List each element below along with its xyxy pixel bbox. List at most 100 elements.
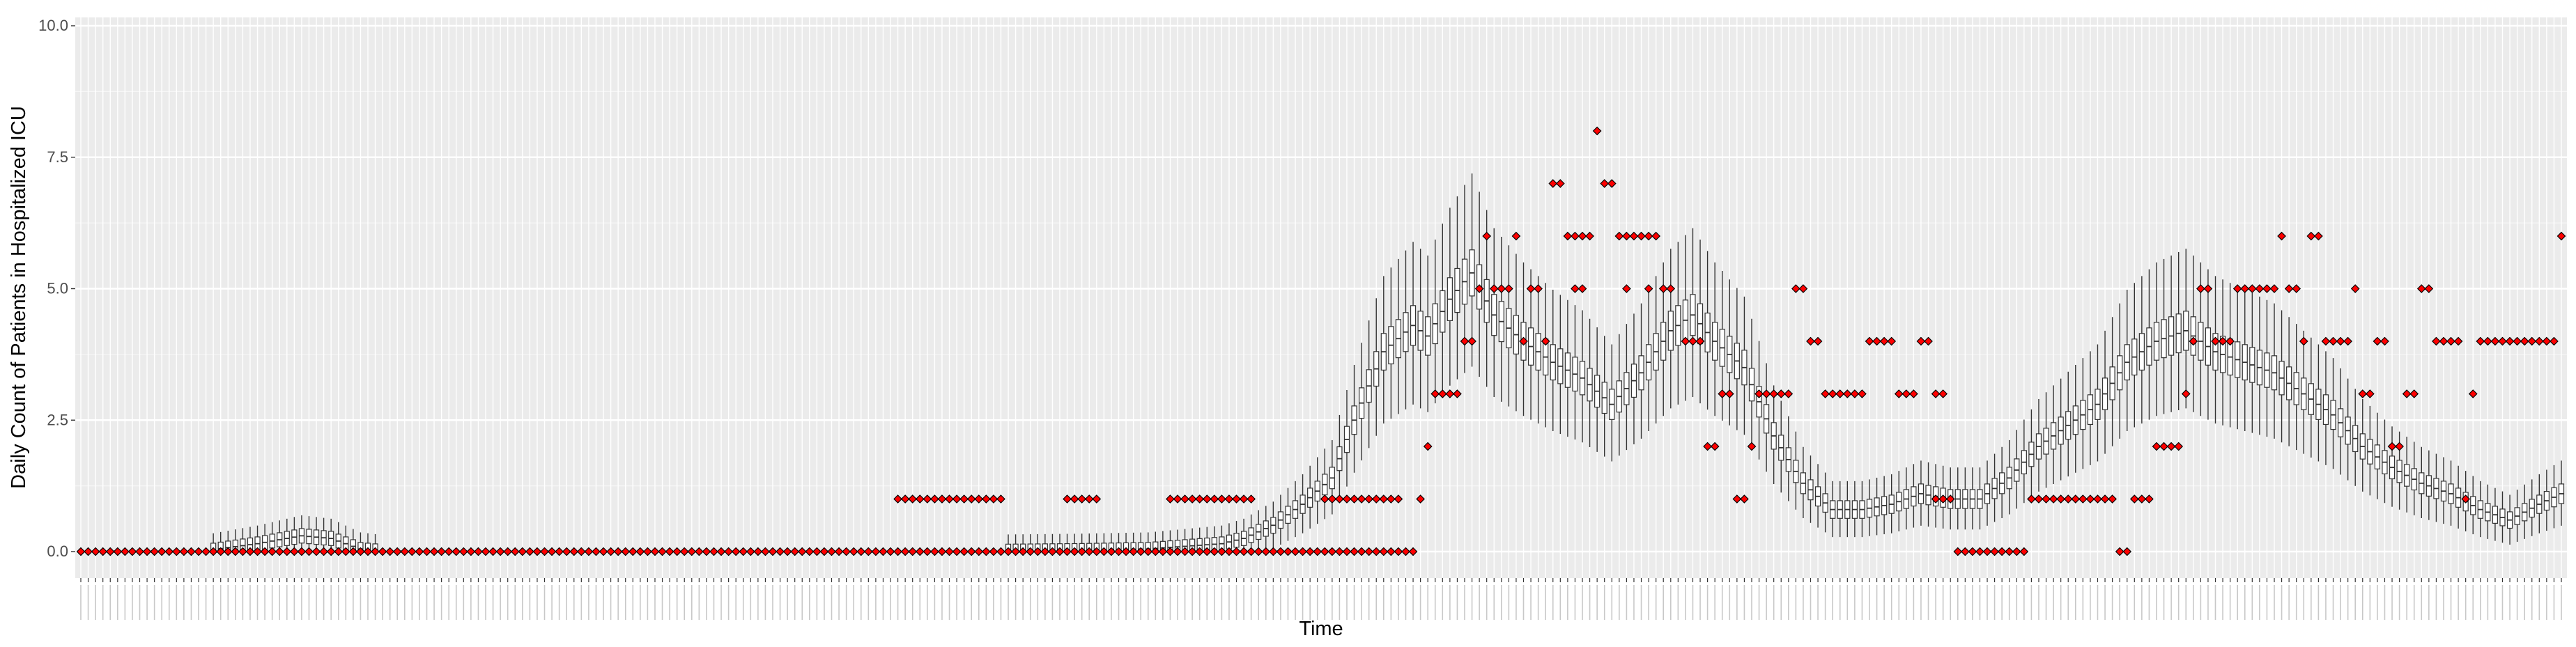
observed-point <box>1548 179 1558 188</box>
observed-point <box>231 547 240 556</box>
observed-point <box>1938 494 1948 504</box>
observed-point <box>1106 547 1116 556</box>
observed-point <box>1129 547 1138 556</box>
observed-point <box>84 547 93 556</box>
observed-point <box>1335 494 1344 504</box>
observed-point <box>1902 389 1911 398</box>
observed-point <box>1644 231 1653 241</box>
observed-point <box>1379 494 1389 504</box>
observed-point <box>893 547 902 556</box>
observed-point <box>1460 336 1470 346</box>
observed-point <box>1622 231 1631 241</box>
observed-point <box>687 547 697 556</box>
observed-point <box>1953 547 1963 556</box>
observed-point <box>1408 547 1418 556</box>
observed-point <box>121 547 130 556</box>
observed-point <box>2527 336 2537 346</box>
observed-point <box>1371 547 1381 556</box>
observed-point <box>1320 547 1329 556</box>
observed-point <box>2100 494 2110 504</box>
observed-point <box>871 547 881 556</box>
x-axis-title: Time <box>1299 618 1343 640</box>
observed-point <box>2387 442 2397 451</box>
observed-point <box>1526 284 1536 293</box>
observed-point <box>1658 284 1668 293</box>
observed-point <box>1217 547 1226 556</box>
observed-point <box>2314 231 2323 241</box>
observed-point <box>679 547 689 556</box>
observed-point <box>2365 389 2375 398</box>
observed-point <box>1298 547 1307 556</box>
observed-point <box>2343 336 2352 346</box>
observed-point <box>392 547 402 556</box>
observed-point <box>1968 547 1977 556</box>
observed-point <box>1394 494 1403 504</box>
observed-point <box>452 547 461 556</box>
observed-point <box>2336 336 2345 346</box>
observed-point <box>900 494 910 504</box>
observed-point <box>952 547 962 556</box>
observed-point <box>1290 547 1300 556</box>
observed-point <box>768 547 778 556</box>
observed-point <box>98 547 108 556</box>
observed-point <box>1232 547 1241 556</box>
observed-point <box>1070 494 1079 504</box>
observed-point <box>518 547 527 556</box>
observed-point <box>2063 494 2073 504</box>
observed-point <box>1600 179 1610 188</box>
observed-point <box>1703 442 1712 451</box>
y-axis-title: Daily Count of Patients in Hospitalized … <box>8 106 30 489</box>
observed-point <box>2085 494 2095 504</box>
observed-point <box>1806 336 1815 346</box>
observed-point <box>1143 547 1153 556</box>
observed-point <box>2269 284 2279 293</box>
observed-point <box>1077 547 1087 556</box>
observed-point <box>1637 231 1646 241</box>
observed-point <box>216 547 226 556</box>
observed-point <box>2071 494 2081 504</box>
y-tick-label: 0.0 <box>47 543 68 560</box>
observed-point <box>525 547 534 556</box>
observed-point <box>819 547 829 556</box>
observed-point <box>1357 547 1366 556</box>
observed-point <box>466 547 476 556</box>
observed-point <box>495 547 505 556</box>
observed-point <box>1497 284 1506 293</box>
observed-point <box>1158 547 1168 556</box>
observed-point <box>1725 389 1734 398</box>
observed-point <box>2255 284 2265 293</box>
observed-point <box>1416 494 1425 504</box>
observed-point <box>1387 547 1396 556</box>
observed-point <box>1033 547 1042 556</box>
observed-point <box>547 547 557 556</box>
observed-point <box>790 547 800 556</box>
observed-point <box>2432 336 2441 346</box>
observed-point <box>1791 284 1800 293</box>
observed-point <box>311 547 321 556</box>
observed-point <box>1180 547 1189 556</box>
observed-point <box>930 494 939 504</box>
observed-point <box>2189 336 2198 346</box>
observed-point <box>1357 494 1366 504</box>
observed-point <box>2380 336 2389 346</box>
observed-point <box>157 547 167 556</box>
observed-point <box>1990 547 1999 556</box>
observed-point <box>510 547 520 556</box>
observed-points <box>76 126 2566 556</box>
observed-point <box>1364 547 1374 556</box>
observed-point <box>923 494 932 504</box>
observed-point <box>297 547 307 556</box>
observed-point <box>1379 547 1389 556</box>
observed-point <box>672 547 682 556</box>
observed-point <box>908 547 918 556</box>
observed-point <box>1136 547 1146 556</box>
observed-point <box>915 494 925 504</box>
observed-point <box>1879 336 1889 346</box>
observed-point <box>422 547 431 556</box>
observed-point <box>2550 336 2559 346</box>
observed-point <box>1063 494 1072 504</box>
observed-point <box>1232 494 1241 504</box>
observed-point <box>1761 389 1771 398</box>
observed-point <box>1114 547 1123 556</box>
observed-point <box>2181 389 2191 398</box>
